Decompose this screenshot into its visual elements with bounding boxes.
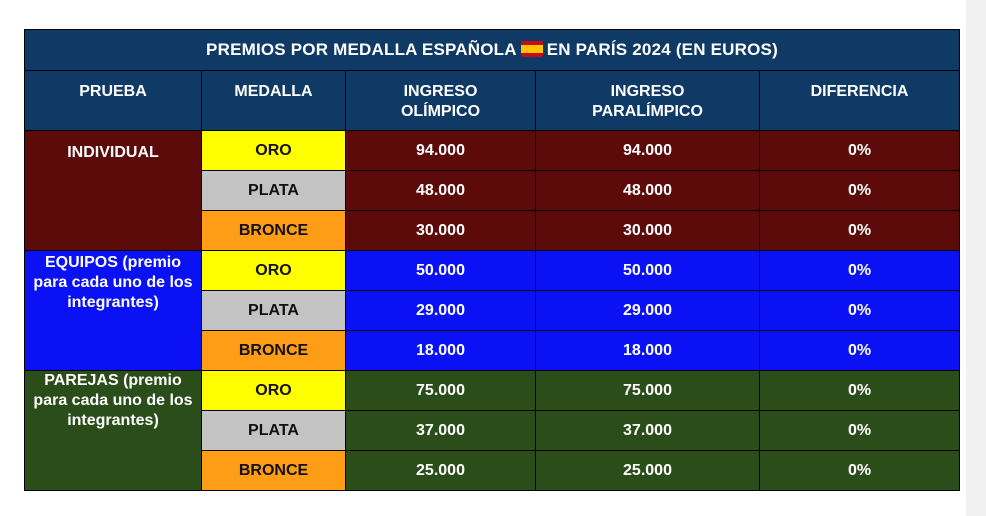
medal-cell-bronce: BRONCE <box>201 330 346 371</box>
paralympic-value: 18.000 <box>535 330 760 371</box>
olympic-value: 75.000 <box>345 370 536 411</box>
table-row: BRONCE 25.000 25.000 0% <box>25 450 960 491</box>
title-text-start: PREMIOS POR MEDALLA ESPAÑOLA <box>206 40 517 59</box>
table-row: BRONCE 18.000 18.000 0% <box>25 330 960 371</box>
olympic-value: 50.000 <box>345 250 536 291</box>
medal-cell-oro: ORO <box>201 370 346 411</box>
prueba-cell-equipos: EQUIPOS (premio para cada uno de los int… <box>24 250 202 371</box>
table-row: EQUIPOS (premio para cada uno de los int… <box>24 250 960 371</box>
olympic-value: 94.000 <box>345 130 536 171</box>
difference-value: 0% <box>759 250 960 291</box>
prueba-cell-parejas: PAREJAS (premio para cada uno de los int… <box>24 370 202 491</box>
difference-value: 0% <box>759 410 960 451</box>
table-row: PLATA 48.000 48.000 0% <box>25 170 960 211</box>
spain-flag-icon <box>520 41 543 57</box>
paralympic-value: 94.000 <box>535 130 760 171</box>
paralympic-value: 48.000 <box>535 170 760 211</box>
paralympic-value: 29.000 <box>535 290 760 331</box>
prueba-cell-individual: INDIVIDUAL <box>24 130 202 251</box>
table-row: PLATA 29.000 29.000 0% <box>25 290 960 331</box>
paralympic-value: 25.000 <box>535 450 760 491</box>
medal-cell-oro: ORO <box>201 250 346 291</box>
header-ingreso-olimpico: INGRESO OLÍMPICO <box>345 70 536 131</box>
difference-value: 0% <box>759 450 960 491</box>
table-row: PLATA 37.000 37.000 0% <box>25 410 960 451</box>
header-ingreso-paralimpico: INGRESO PARALÍMPICO <box>535 70 760 131</box>
paralympic-value: 30.000 <box>535 210 760 251</box>
difference-value: 0% <box>759 290 960 331</box>
header-medalla: MEDALLA <box>201 70 346 131</box>
page-side-strip <box>966 0 986 516</box>
paralympic-value: 75.000 <box>535 370 760 411</box>
paralympic-value: 37.000 <box>535 410 760 451</box>
difference-value: 0% <box>759 370 960 411</box>
olympic-value: 25.000 <box>345 450 536 491</box>
olympic-value: 18.000 <box>345 330 536 371</box>
medal-cell-oro: ORO <box>201 130 346 171</box>
medal-prize-table: PREMIOS POR MEDALLA ESPAÑOLA EN PARÍS 202… <box>24 29 960 491</box>
column-header-row: PRUEBA MEDALLA INGRESO OLÍMPICO INGRESO … <box>24 70 960 131</box>
olympic-value: 37.000 <box>345 410 536 451</box>
difference-value: 0% <box>759 210 960 251</box>
table-row: PAREJAS (premio para cada uno de los int… <box>24 370 960 491</box>
table-row: BRONCE 30.000 30.000 0% <box>25 210 960 251</box>
medal-cell-plata: PLATA <box>201 410 346 451</box>
table-row: INDIVIDUAL ORO 94.000 94.000 0% <box>24 130 960 251</box>
header-prueba: PRUEBA <box>24 70 202 131</box>
difference-value: 0% <box>759 130 960 171</box>
olympic-value: 30.000 <box>345 210 536 251</box>
medal-cell-plata: PLATA <box>201 290 346 331</box>
olympic-value: 48.000 <box>345 170 536 211</box>
table-title: PREMIOS POR MEDALLA ESPAÑOLA EN PARÍS 202… <box>24 29 960 71</box>
medal-cell-bronce: BRONCE <box>201 450 346 491</box>
medal-cell-plata: PLATA <box>201 170 346 211</box>
header-diferencia: DIFERENCIA <box>759 70 960 131</box>
medal-cell-bronce: BRONCE <box>201 210 346 251</box>
difference-value: 0% <box>759 170 960 211</box>
title-text-end: EN PARÍS 2024 (EN EUROS) <box>546 40 778 59</box>
table-title-row: PREMIOS POR MEDALLA ESPAÑOLA EN PARÍS 202… <box>24 29 960 71</box>
olympic-value: 29.000 <box>345 290 536 331</box>
paralympic-value: 50.000 <box>535 250 760 291</box>
difference-value: 0% <box>759 330 960 371</box>
